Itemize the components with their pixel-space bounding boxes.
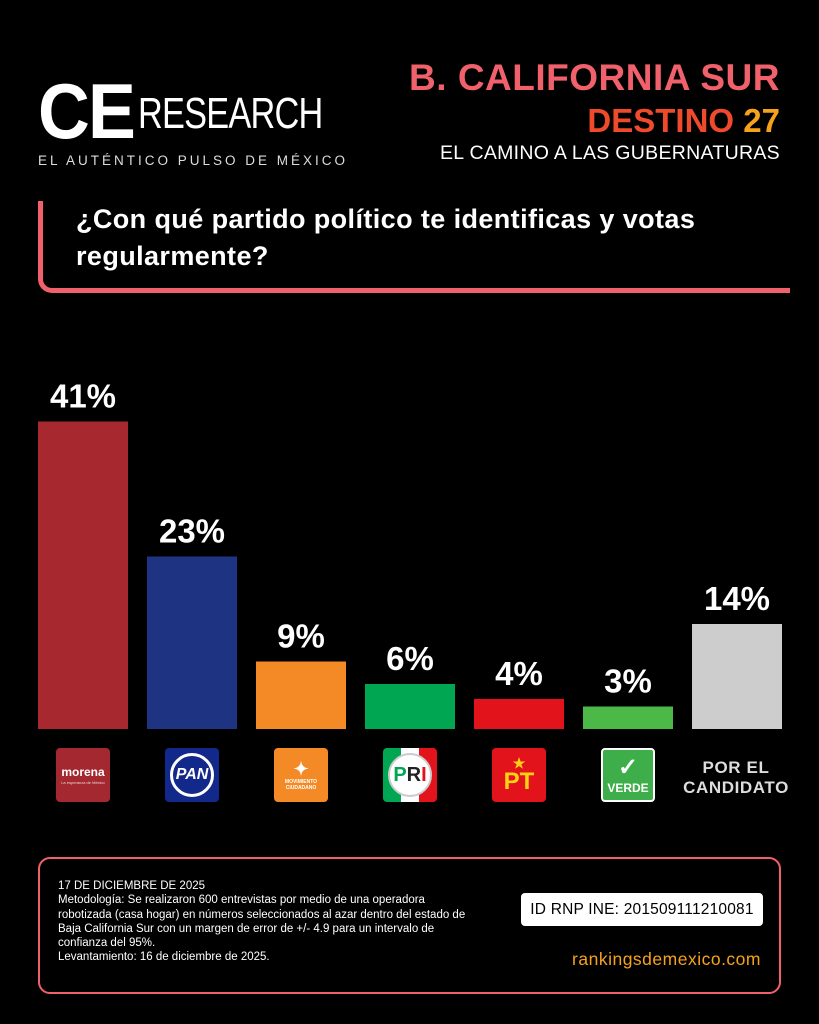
header-subtitle: EL CAMINO A LAS GUBERNATURAS xyxy=(440,142,780,164)
movimiento-ciudadano-logo-icon: ✦ MOVIMIENTO CIUDADANO xyxy=(274,748,328,802)
bar-value-label-6: 14% xyxy=(704,580,770,617)
bar-value-label-0: 41% xyxy=(50,378,116,415)
bar-3 xyxy=(365,684,455,729)
logo-tagline: EL AUTÉNTICO PULSO DE MÉXICO xyxy=(38,153,349,168)
methodology-date: 17 DE DICIEMBRE DE 2025 xyxy=(58,880,206,892)
pan-logo-text: PAN xyxy=(175,766,209,783)
logo-ce-text: CE xyxy=(38,67,136,155)
toucan-check-icon: ✓ xyxy=(617,754,639,781)
candidate-label: POR EL CANDIDATO xyxy=(683,758,789,797)
morena-logo-text: morena xyxy=(61,765,105,779)
bar-value-label-1: 23% xyxy=(159,513,225,550)
bar-0 xyxy=(38,421,128,729)
bar-4 xyxy=(474,699,564,729)
header-titles: B. CALIFORNIA SUR DESTINO 27 EL CAMINO A… xyxy=(409,56,780,165)
methodology-description: Metodología: Se realizaron 600 entrevist… xyxy=(58,894,466,950)
pri-logo-i: I xyxy=(421,763,427,786)
methodology-text-block: 17 DE DICIEMBRE DE 2025 Metodología: Se … xyxy=(58,879,478,965)
destino-number: 27 xyxy=(743,102,780,139)
question-frame: ¿Con qué partido político te identificas… xyxy=(38,201,790,293)
bar-5 xyxy=(583,706,673,729)
pt-logo-text: PT xyxy=(503,768,535,795)
eagle-icon: ✦ xyxy=(293,759,309,779)
morena-logo-subtext: La esperanza de México xyxy=(61,780,105,785)
bar-value-label-4: 4% xyxy=(495,655,543,692)
website-link[interactable]: rankingsdemexico.com xyxy=(572,949,761,969)
bar-2 xyxy=(256,661,346,729)
pri-logo-p: P xyxy=(393,763,407,786)
methodology-fieldwork: Levantamiento: 16 de diciembre de 2025. xyxy=(58,951,270,964)
bar-1 xyxy=(147,556,237,729)
star-icon: ★ xyxy=(512,755,526,771)
pt-logo-icon: ★ PT xyxy=(492,748,546,802)
brand-logo: CE RESEARCH EL AUTÉNTICO PULSO DE MÉXICO xyxy=(38,66,375,168)
mc-logo-text: MOVIMIENTO CIUDADANO xyxy=(284,779,318,791)
state-title: B. CALIFORNIA SUR xyxy=(409,57,780,98)
destino-title: DESTINO 27 xyxy=(409,101,780,141)
methodology-box: 17 DE DICIEMBRE DE 2025 Metodología: Se … xyxy=(38,857,781,994)
bar-value-label-5: 3% xyxy=(604,663,652,700)
bar-value-label-3: 6% xyxy=(386,640,434,677)
pan-logo-icon: PAN xyxy=(165,748,219,802)
morena-logo-icon: morena La esperanza de México xyxy=(56,748,110,802)
pri-logo-r: R xyxy=(406,763,422,786)
verde-logo-icon: ✓ VERDE xyxy=(601,748,655,802)
rnp-id-badge: ID RNP INE: 201509111210081 xyxy=(521,893,763,926)
logo-research-text: RESEARCH xyxy=(138,89,323,138)
verde-logo-text: VERDE xyxy=(607,781,649,795)
survey-question: ¿Con qué partido político te identificas… xyxy=(76,204,696,271)
destino-word: DESTINO xyxy=(587,102,735,139)
bar-6 xyxy=(692,624,782,729)
bar-value-label-2: 9% xyxy=(277,618,325,655)
